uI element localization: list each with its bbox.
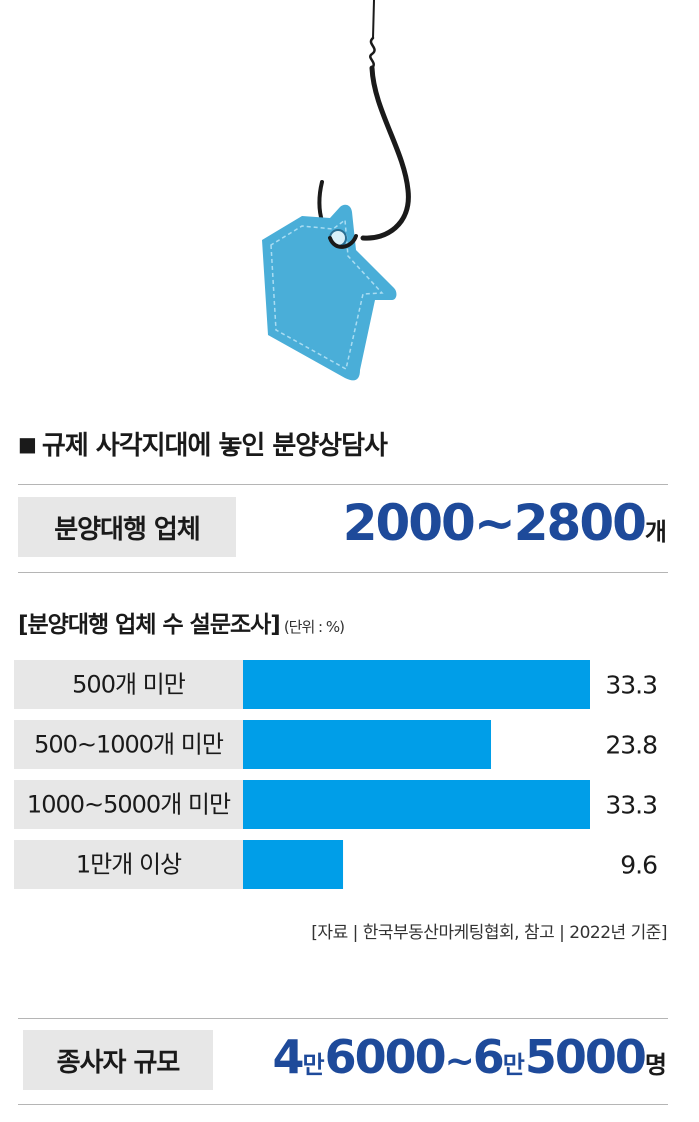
bar: [243, 660, 590, 709]
page-title: ■ 규제 사각지대에 놓인 분양상담사: [18, 425, 388, 462]
survey-bar-chart: 500개 미만 33.3 500~1000개 미만 23.8 1000~5000개 미만…: [14, 660, 658, 889]
house-tag-icon: [262, 204, 397, 381]
staff-part-6: 만: [502, 1051, 525, 1079]
category-label-bg: [14, 660, 243, 709]
bar: [243, 840, 344, 889]
chart-unit-note: (단위 : %): [283, 618, 345, 636]
source-note: [자료 | 한국부동산마케팅협회, 참고 | 2022년 기준]: [311, 923, 667, 943]
fishing-line-icon: [317, 0, 411, 242]
divider: [18, 1104, 668, 1105]
category-label: 500개 미만: [72, 671, 186, 699]
bar: [243, 720, 492, 769]
chart-title-text: [분양대행 업체 수 설문조사]: [18, 612, 281, 638]
category-label-bg: [14, 840, 243, 889]
divider: [18, 572, 668, 573]
bar-value-label: 23.8: [605, 731, 657, 760]
staff-part-3: 6000: [324, 1030, 447, 1084]
agencies-value: 2000~2800개: [343, 494, 667, 552]
bar-value-label: 33.3: [605, 671, 657, 700]
category-label: 1000~5000개 미만: [27, 791, 231, 819]
category-label: 1만개 이상: [76, 851, 182, 879]
chart-title: [분양대행 업체 수 설문조사] (단위 : %): [18, 605, 345, 639]
divider: [18, 1018, 668, 1019]
staff-part-7: 5000: [524, 1030, 647, 1084]
staff-label: 종사자 규모: [23, 1030, 213, 1090]
divider: [18, 484, 668, 485]
agencies-label: 분양대행 업체: [18, 497, 236, 557]
page-title-text: 규제 사각지대에 놓인 분양상담사: [41, 431, 388, 461]
staff-part-5: 6: [472, 1030, 505, 1084]
bullet-square-icon: ■: [18, 432, 37, 456]
category-label: 500~1000개 미만: [34, 731, 224, 759]
staff-value: 4만6000~6만5000명: [272, 1030, 667, 1084]
hook-house-illustration: [262, 0, 411, 381]
agencies-unit: 개: [644, 518, 667, 546]
staff-part-2: 만: [302, 1051, 325, 1079]
bar-value-label: 9.6: [620, 851, 657, 880]
staff-part-1: 4: [272, 1030, 304, 1084]
category-label-bg: [14, 780, 243, 829]
staff-part-4: ~: [444, 1041, 475, 1082]
bar-value-label: 33.3: [605, 791, 657, 820]
staff-unit: 명: [644, 1051, 667, 1079]
agencies-number: 2000~2800: [342, 494, 647, 552]
bar: [243, 780, 590, 829]
category-label-bg: [14, 720, 243, 769]
